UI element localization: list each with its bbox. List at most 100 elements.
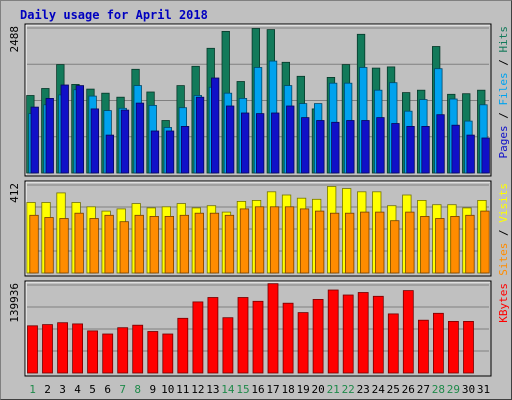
bar-sites	[194, 212, 205, 274]
bar-pages	[105, 134, 114, 174]
bar-sites	[450, 215, 460, 274]
bar-kbytes	[342, 294, 354, 374]
bar-pages	[165, 130, 175, 174]
day-label: 8	[134, 383, 141, 396]
bar-kbytes	[222, 317, 234, 374]
axis-max-label: 412	[8, 183, 21, 203]
bar-pages	[286, 105, 295, 174]
day-label: 25	[387, 383, 400, 396]
day-label: 28	[432, 383, 445, 396]
panel-pages-files-hits: 2488 Pages / Files / Hits	[8, 23, 510, 177]
bar-sites	[209, 212, 220, 274]
bar-kbytes	[432, 312, 444, 374]
bar-pages	[316, 120, 325, 174]
bar-kbytes	[117, 327, 129, 374]
bar-sites	[239, 208, 250, 274]
bar-pages	[45, 98, 54, 174]
bar-kbytes	[27, 325, 38, 374]
bar-sites	[74, 212, 84, 274]
legend-entry-kbytes: KBytes	[497, 283, 510, 323]
bar-pages	[346, 120, 355, 174]
bar-pages	[466, 134, 475, 174]
bar-kbytes	[147, 331, 159, 374]
day-label: 1	[29, 383, 36, 396]
bar-sites	[89, 218, 99, 274]
bar-pages	[421, 126, 430, 174]
legend-separator: /	[497, 53, 510, 73]
bar-sites	[360, 211, 370, 274]
bar-kbytes	[42, 324, 53, 374]
day-label: 24	[372, 383, 386, 396]
bar-sites	[480, 210, 490, 274]
bar-sites	[420, 215, 430, 274]
bar-kbytes	[447, 320, 459, 374]
bar-pages	[30, 106, 39, 174]
bar-kbytes	[162, 333, 174, 374]
bar-pages	[255, 113, 265, 174]
bar-sites	[164, 215, 175, 274]
bar-pages	[210, 77, 220, 174]
day-label: 16	[251, 383, 264, 396]
bar-sites	[119, 221, 129, 274]
day-label: 23	[357, 383, 370, 396]
bar-kbytes	[87, 330, 98, 374]
bar-pages	[406, 126, 415, 174]
day-label: 13	[206, 383, 219, 396]
bar-pages	[225, 105, 235, 174]
bar-sites	[329, 212, 340, 274]
bar-pages	[391, 123, 400, 174]
bar-sites	[59, 218, 69, 274]
panel-kbytes: 139936 KBytes	[8, 280, 510, 377]
bar-kbytes	[387, 313, 399, 374]
bar-kbytes	[252, 300, 264, 374]
day-label: 26	[402, 383, 415, 396]
day-label: 5	[89, 383, 96, 396]
bar-sites	[149, 215, 159, 274]
bar-kbytes	[177, 317, 189, 374]
bar-sites	[29, 214, 39, 274]
bar-sites	[314, 210, 325, 274]
bar-pages	[301, 117, 310, 174]
panel-legend: Sites / Visits	[497, 183, 510, 276]
bar-pages	[271, 112, 280, 174]
bar-sites	[435, 218, 445, 274]
bar-kbytes	[102, 333, 114, 374]
day-label: 4	[74, 383, 81, 396]
bar-pages	[120, 109, 130, 174]
bar-kbytes	[192, 301, 204, 374]
day-label: 21	[327, 383, 340, 396]
bar-kbytes	[132, 324, 144, 374]
bar-pages	[150, 130, 160, 174]
day-label: 18	[281, 383, 294, 396]
bar-sites	[284, 206, 295, 274]
bar-kbytes	[372, 295, 384, 374]
day-label: 17	[266, 383, 279, 396]
bar-kbytes	[57, 322, 68, 374]
day-label: 12	[191, 383, 204, 396]
day-label: 10	[161, 383, 174, 396]
day-label: 3	[59, 383, 66, 396]
day-label: 15	[236, 383, 249, 396]
legend-entry-pages: Pages	[497, 125, 510, 158]
bar-kbytes	[237, 297, 249, 374]
bar-pages	[481, 137, 490, 174]
legend-entry-visits: Visits	[497, 183, 510, 223]
legend-entry-sites: Sites	[497, 243, 510, 276]
bar-sites	[224, 214, 235, 274]
bar-sites	[104, 214, 114, 274]
bar-sites	[465, 214, 475, 274]
legend-separator: /	[497, 223, 510, 243]
bar-kbytes	[207, 297, 219, 374]
bar-sites	[269, 206, 280, 274]
bar-kbytes	[327, 289, 339, 374]
chart-title: Daily usage for April 2018	[20, 8, 208, 22]
bar-pages	[361, 120, 370, 174]
day-label: 7	[119, 383, 126, 396]
legend-separator: /	[497, 106, 510, 126]
bar-kbytes	[312, 298, 324, 374]
day-label: 22	[342, 383, 355, 396]
legend-entry-hits: Hits	[497, 26, 510, 53]
legend-entry-files: Files	[497, 72, 510, 105]
day-label: 2	[44, 383, 51, 396]
